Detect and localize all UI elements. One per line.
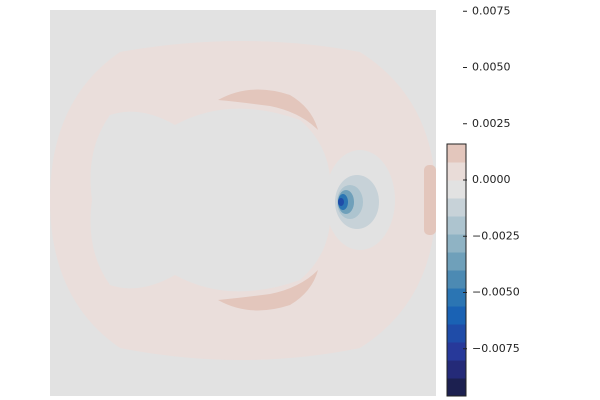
tick-label: −0.0025 (472, 229, 520, 242)
tick-label: 0.0075 (472, 4, 511, 17)
colorbar-band (447, 162, 466, 181)
tick-label: −0.0050 (472, 286, 520, 299)
colorbar-band (447, 288, 466, 307)
crescent (218, 270, 318, 311)
tick-label: 0.0025 (472, 117, 511, 130)
colorbar-band (447, 144, 466, 163)
colorbar-band (447, 270, 466, 289)
tick-label: −0.0075 (472, 342, 520, 355)
tick-label: 0.0050 (472, 61, 511, 74)
edge-region (424, 165, 436, 235)
colorbar-band (447, 216, 466, 235)
colorbar-band (447, 360, 466, 379)
colorbar-band (447, 324, 466, 343)
colorbar-band (447, 342, 466, 361)
colorbar-band (447, 180, 466, 199)
colorbar-band (447, 234, 466, 253)
colorbar-band (447, 198, 466, 217)
inner-region (90, 108, 331, 292)
blob (338, 198, 344, 206)
crescent (218, 89, 318, 130)
colorbar-band (447, 252, 466, 271)
colorbar-band (447, 306, 466, 325)
colorbar-frame (446, 143, 467, 397)
colorbar-band (447, 378, 466, 397)
contour-field (50, 10, 436, 396)
tick-label: 0.0000 (472, 173, 511, 186)
